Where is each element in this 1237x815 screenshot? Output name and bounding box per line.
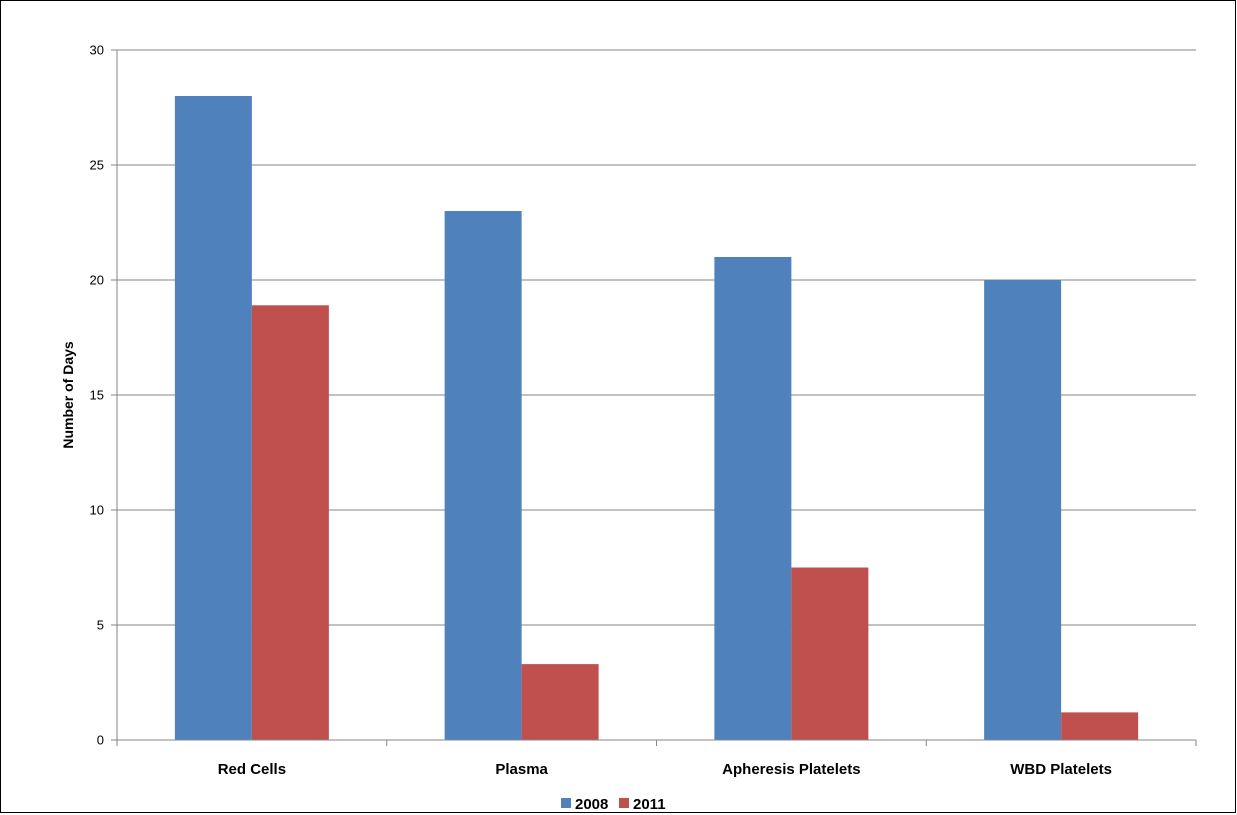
bar-2011-red-cells (251, 305, 329, 740)
legend-label-2011: 2011 (633, 796, 666, 813)
x-tick-label: Plasma (495, 761, 548, 778)
bar-2008-wbd-platelets (984, 280, 1062, 740)
bar-2008-plasma (444, 211, 522, 740)
y-tick-label: 5 (97, 618, 104, 633)
bar-2008-apheresis-platelets (714, 257, 792, 740)
bar-2011-apheresis-platelets (791, 567, 869, 740)
bar-2011-wbd-platelets (1061, 712, 1139, 740)
y-tick-label: 0 (97, 733, 104, 748)
x-tick-label: Apheresis Platelets (722, 761, 860, 778)
y-tick-label: 30 (90, 43, 104, 58)
x-tick-label: Red Cells (218, 761, 286, 778)
bar-2011-plasma (521, 664, 599, 740)
y-tick-label: 15 (90, 388, 104, 403)
legend-label-2008: 2008 (575, 796, 608, 813)
y-tick-label: 20 (90, 273, 104, 288)
y-axis-title: Number of Days (60, 341, 76, 449)
legend-swatch-2008 (561, 798, 571, 808)
y-tick-label: 25 (90, 158, 104, 173)
bar-2008-red-cells (174, 96, 252, 740)
y-tick-labels: 0 5 10 15 20 25 30 (90, 43, 117, 748)
y-tick-label: 10 (90, 503, 104, 518)
bars (174, 96, 1139, 740)
legend-swatch-2011 (619, 798, 629, 808)
legend: 2008 2011 (561, 796, 666, 813)
x-tick-label: WBD Platelets (1010, 761, 1112, 778)
x-tick-labels: Red Cells Plasma Apheresis Platelets WBD Pl… (218, 761, 1112, 778)
